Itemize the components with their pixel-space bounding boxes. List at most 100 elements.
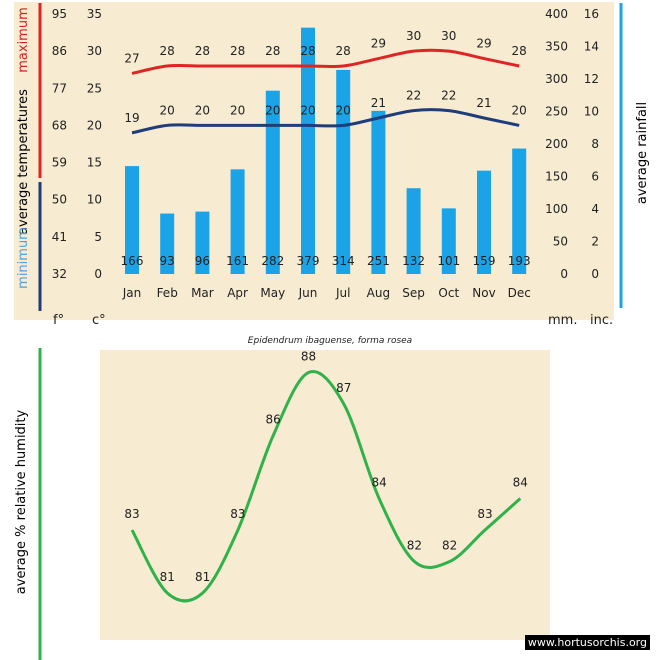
maximum-value-label: 28 (230, 44, 245, 58)
humidity-value-label: 82 (442, 539, 457, 553)
rainfall-value-label: 159 (473, 254, 496, 268)
chart-caption: Epidendrum ibaguense, forma rosea (247, 336, 413, 346)
maximum-value-label: 28 (512, 44, 527, 58)
humidity-value-label: 88 (301, 350, 316, 364)
minimum-temperature-line (131, 108, 520, 135)
rainfall-bar-jul (336, 69, 351, 275)
celsius-tick: 20 (87, 118, 102, 132)
humidity-value-label: 84 (513, 476, 528, 490)
humidity-axis-label: average % relative humidity (14, 409, 29, 594)
inch-tick: 0 (591, 267, 599, 281)
mm-tick: 150 (545, 170, 568, 184)
celsius-tick: 15 (87, 156, 102, 170)
fahrenheit-unit: f° (53, 313, 65, 328)
humidity-value-label: 84 (371, 476, 386, 490)
rainfall-bar-jan (125, 166, 139, 274)
rainfall-value-label: 132 (402, 254, 425, 268)
minimum-value-label: 22 (441, 89, 456, 103)
rainfall-bar-feb (160, 213, 175, 274)
maximum-value-label: 30 (406, 29, 421, 43)
minimum-value-label: 20 (336, 103, 351, 117)
month-label-jul: Jul (335, 286, 350, 300)
inch-tick: 16 (584, 7, 599, 21)
rainfall-bar-oct (441, 208, 456, 274)
month-label-mar: Mar (191, 286, 214, 300)
inch-tick: 12 (584, 72, 599, 86)
month-label-jan: Jan (122, 286, 142, 300)
maximum-temperature-line (131, 48, 520, 75)
celsius-tick: 10 (87, 193, 102, 207)
mm-tick: 0 (560, 267, 568, 281)
celsius-tick: 0 (94, 267, 102, 281)
mm-tick: 50 (553, 235, 568, 249)
mm-unit: mm. (548, 313, 578, 328)
rainfall-bar-sep (406, 188, 421, 274)
humidity-value-label: 86 (266, 413, 281, 427)
fahrenheit-tick: 86 (52, 44, 67, 58)
mm-tick: 250 (545, 105, 568, 119)
inch-tick: 14 (584, 40, 599, 54)
minimum-value-label: 20 (265, 103, 280, 117)
celsius-tick: 30 (87, 44, 102, 58)
humidity-value-label: 81 (160, 570, 175, 584)
fahrenheit-tick: 41 (52, 230, 67, 244)
minimum-label: minimum (16, 227, 31, 289)
fahrenheit-tick: 50 (52, 193, 67, 207)
minimum-value-label: 20 (230, 103, 245, 117)
inch-tick: 2 (591, 235, 599, 249)
maximum-value-label: 29 (476, 37, 491, 51)
rainfall-value-label: 161 (226, 254, 249, 268)
rainfall-value-label: 193 (508, 254, 531, 268)
watermark: www.hortusorchis.org (524, 635, 650, 650)
month-label-aug: Aug (367, 286, 390, 300)
celsius-tick: 25 (87, 81, 102, 95)
rainfall-value-label: 166 (121, 254, 144, 268)
inch-tick: 6 (591, 170, 599, 184)
mm-tick: 100 (545, 202, 568, 216)
rainfall-bar-aug (371, 110, 386, 274)
rainfall-value-label: 251 (367, 254, 390, 268)
month-label-may: May (260, 286, 285, 300)
humidity-value-label: 87 (336, 381, 351, 395)
maximum-value-label: 28 (300, 44, 315, 58)
month-label-jun: Jun (298, 286, 318, 300)
maximum-value-label: 28 (160, 44, 175, 58)
minimum-value-label: 20 (300, 103, 315, 117)
inch-unit: inc. (590, 313, 614, 328)
mm-tick: 200 (545, 137, 568, 151)
humidity-value-label: 83 (477, 507, 492, 521)
humidity-value-label: 83 (124, 507, 139, 521)
maximum-value-label: 29 (371, 37, 386, 51)
mm-tick: 300 (545, 72, 568, 86)
maximum-value-label: 28 (336, 44, 351, 58)
fahrenheit-tick: 95 (52, 7, 67, 21)
fahrenheit-tick: 77 (52, 81, 67, 95)
minimum-value-label: 20 (160, 103, 175, 117)
rainfall-value-label: 101 (437, 254, 460, 268)
minimum-value-label: 20 (512, 103, 527, 117)
minimum-value-label: 20 (195, 103, 210, 117)
rainfall-bar-mar (195, 211, 210, 274)
minimum-value-label: 21 (371, 96, 386, 110)
mm-tick: 400 (545, 7, 568, 21)
humidity-value-label: 82 (407, 539, 422, 553)
rainfall-value-label: 314 (332, 254, 355, 268)
rainfall-bar-apr (230, 169, 245, 274)
rainfall-bar-nov (477, 170, 491, 274)
minimum-value-label: 21 (476, 96, 491, 110)
month-label-nov: Nov (472, 286, 495, 300)
average-temperatures-label: average temperatures (16, 89, 31, 235)
maximum-value-label: 30 (441, 29, 456, 43)
rainfall-value-label: 282 (261, 254, 284, 268)
fahrenheit-tick: 59 (52, 156, 67, 170)
humidity-line (130, 370, 522, 603)
humidity-value-label: 83 (230, 507, 245, 521)
fahrenheit-tick: 32 (52, 267, 67, 281)
rainfall-value-label: 96 (195, 254, 210, 268)
rainfall-bar-may (265, 90, 280, 274)
month-label-feb: Feb (157, 286, 178, 300)
rainfall-value-label: 93 (160, 254, 175, 268)
month-label-oct: Oct (438, 286, 459, 300)
maximum-value-label: 28 (265, 44, 280, 58)
